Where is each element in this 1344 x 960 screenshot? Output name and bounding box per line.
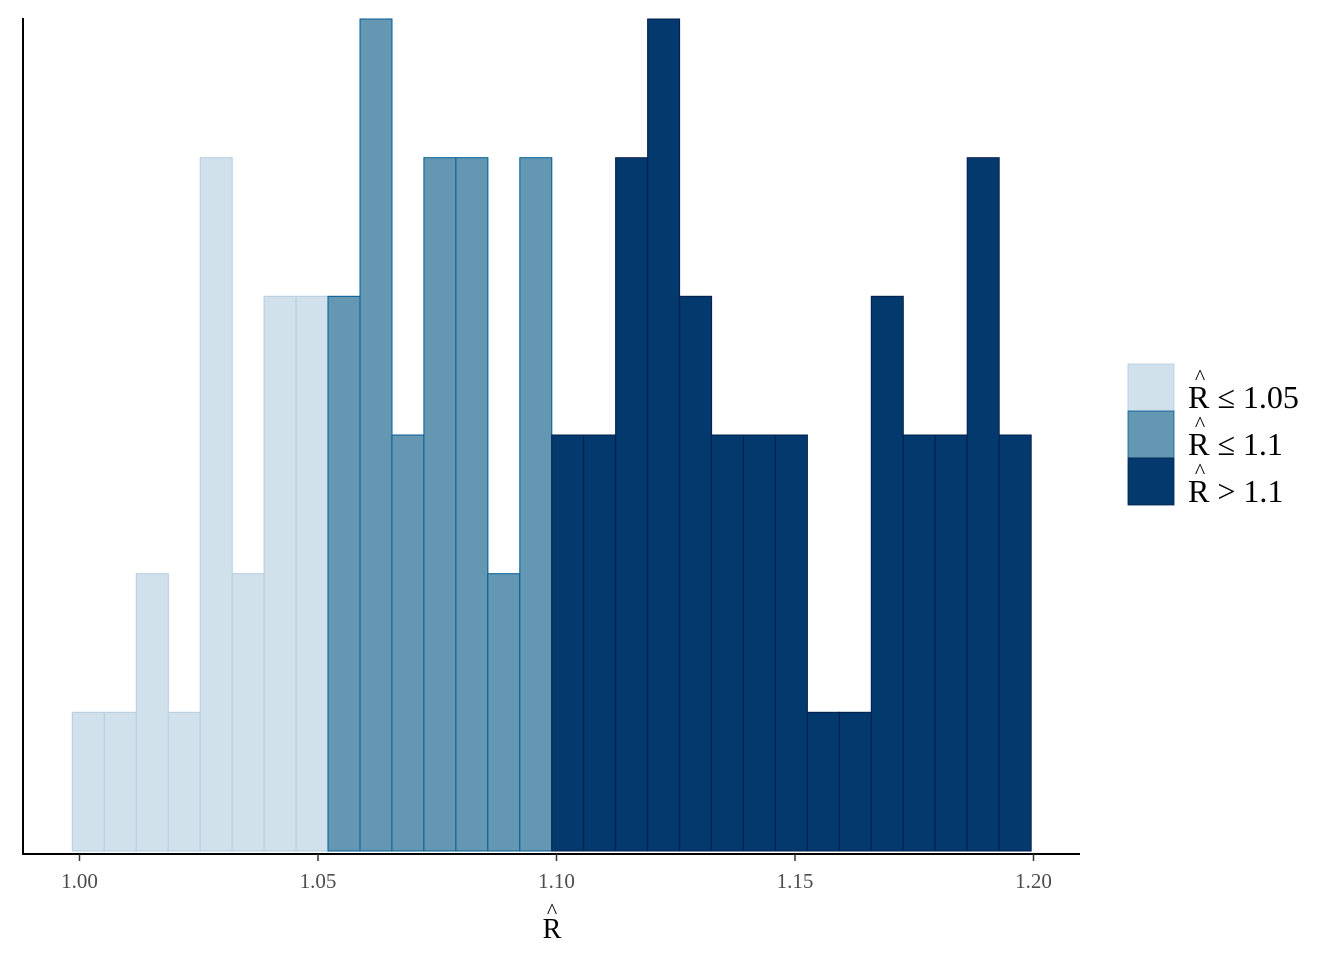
histogram-bar-3 [167,711,201,852]
histogram-bar-27 [934,434,968,852]
x-axis-title: ^ R [543,898,562,945]
x-tick-label-1: 1.05 [300,869,337,893]
legend-label-high: R > 1.1 [1188,473,1283,509]
histogram-bar-10 [391,434,425,852]
legend-swatch-high [1127,457,1175,506]
legend-accent-mid: ^ [1195,411,1206,436]
histogram-bar-8 [327,295,361,852]
histogram-bar-29 [998,434,1032,852]
histogram-bar-26 [902,434,936,852]
x-tick-label-4: 1.20 [1015,869,1052,893]
histogram-bar-23 [806,711,840,852]
histogram-bar-6 [263,295,297,852]
histogram-bar-20 [711,434,744,852]
legend-label-low: R ≤ 1.05 [1188,379,1299,415]
histogram-bar-9 [359,18,393,852]
histogram-bar-11 [423,157,457,852]
histogram-bar-1 [103,711,137,852]
x-tick-label-3: 1.15 [777,869,814,893]
histogram-bar-5 [231,573,265,852]
x-axis-ticks: 1.00 1.05 1.10 1.15 1.20 [61,854,1052,893]
legend-accent-high: ^ [1195,458,1206,483]
histogram-bar-14 [519,157,553,852]
histogram-bar-24 [838,711,872,852]
histogram-bar-28 [966,157,1000,852]
histogram-bar-12 [455,157,489,852]
legend-accent-low: ^ [1195,364,1206,389]
histogram-bar-4 [199,157,233,852]
histogram-bar-7 [295,295,329,852]
x-axis-title-accent: ^ [547,898,558,923]
histogram-bar-21 [743,434,776,852]
legend: ^R ≤ 1.05^R ≤ 1.1^R > 1.1 [1127,363,1299,509]
histogram-bars [71,18,1032,852]
x-tick-label-2: 1.10 [538,869,575,893]
histogram-bar-22 [774,434,808,852]
histogram-bar-16 [583,434,617,852]
legend-swatch-mid [1127,410,1175,459]
histogram-bar-19 [679,295,713,852]
histogram-bar-15 [551,434,585,852]
legend-label-mid: R ≤ 1.1 [1188,426,1283,462]
histogram-bar-18 [647,18,681,852]
histogram-bar-25 [870,295,904,852]
histogram-bar-17 [615,157,649,852]
x-tick-label-0: 1.00 [61,869,98,893]
legend-swatch-low [1127,363,1175,412]
histogram-bar-13 [487,573,521,852]
x-axis-title-text: R [543,914,562,945]
histogram-bar-0 [71,711,105,852]
histogram-bar-2 [135,573,169,852]
